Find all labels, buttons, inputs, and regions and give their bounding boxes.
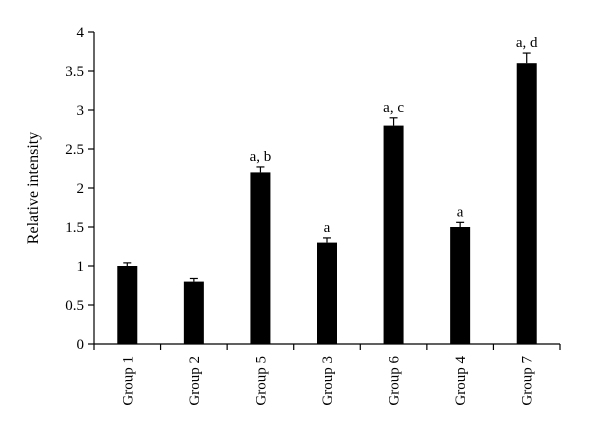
x-tick-label: Group 5: [253, 356, 269, 406]
x-tick-label: Group 6: [387, 356, 403, 406]
bar: [117, 266, 138, 344]
y-tick-label: 2: [77, 181, 85, 197]
y-axis-label: Relative intensity: [25, 132, 42, 244]
y-tick-label: 0.5: [65, 298, 84, 314]
bar: [516, 63, 537, 344]
y-tick-label: 1.5: [65, 220, 84, 236]
y-tick-label: 4: [77, 25, 85, 41]
y-tick-label: 1: [77, 259, 85, 275]
x-tick-label: Group 4: [453, 356, 469, 406]
bar: [317, 242, 337, 344]
x-tick-label: Group 1: [120, 356, 136, 406]
y-axis: 0 0.5 1 1.5 2 2.5 3 3.5 4: [65, 25, 95, 353]
y-tick-label: 2.5: [65, 142, 84, 158]
bar: [250, 172, 271, 344]
bars: a, b a a, c a a, d: [117, 35, 538, 344]
x-tick-label: Group 3: [320, 356, 336, 406]
y-tick-label: 3: [77, 103, 85, 119]
significance-annotation: a: [457, 204, 464, 220]
significance-annotation: a, b: [250, 149, 272, 165]
bar: [383, 125, 404, 344]
bar: [183, 281, 204, 344]
bar: [450, 227, 471, 344]
y-tick-label: 3.5: [65, 64, 84, 80]
significance-annotation: a, d: [516, 35, 538, 51]
significance-annotation: a: [324, 220, 331, 236]
significance-annotation: a, c: [383, 100, 404, 116]
x-tick-label: Group 7: [520, 356, 536, 406]
y-tick-label: 0: [77, 337, 85, 353]
x-axis: Group 1 Group 2 Group 5 Group 3 Group 6 Group…: [93, 343, 561, 406]
x-tick-label: Group 2: [187, 356, 203, 406]
